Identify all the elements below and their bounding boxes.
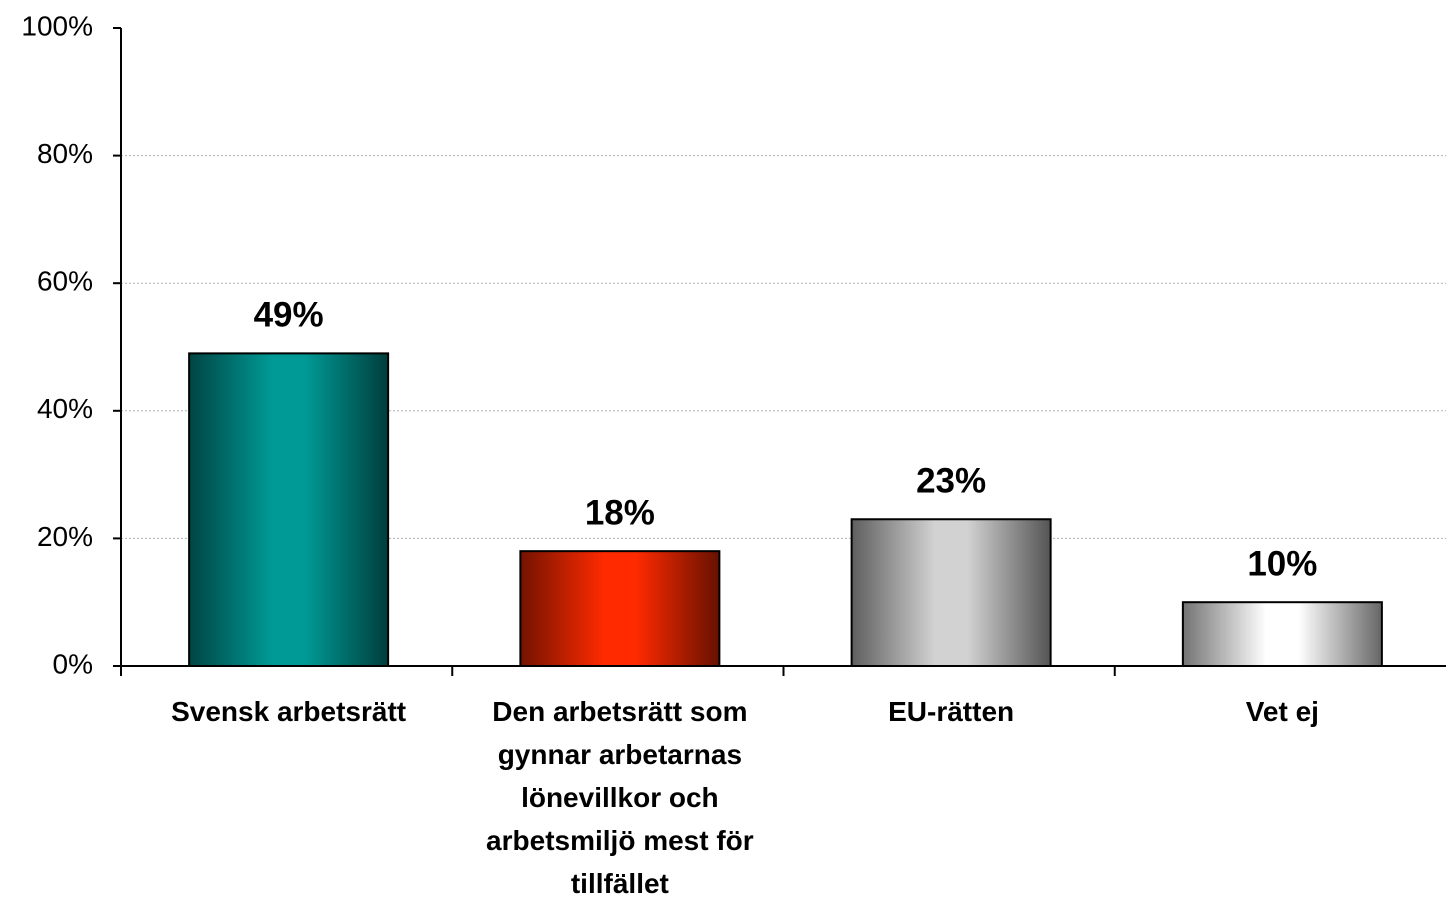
y-tick-label: 0%: [53, 648, 93, 679]
y-tick-label: 100%: [21, 10, 93, 41]
bar-shade: [1181, 601, 1383, 668]
bar-shade: [188, 352, 390, 667]
x-tick-label: Svensk arbetsrätt: [171, 696, 406, 727]
value-label: 23%: [916, 462, 986, 501]
bar-shade: [519, 550, 721, 667]
x-tick-label: Vet ej: [1246, 696, 1319, 727]
x-tick-label: EU-rätten: [888, 696, 1014, 727]
y-tick-label: 20%: [37, 521, 93, 552]
value-label: 10%: [1247, 544, 1317, 583]
bar-shade: [850, 518, 1052, 668]
y-tick-label: 40%: [37, 393, 93, 424]
y-tick-label: 80%: [37, 138, 93, 169]
value-label: 18%: [585, 493, 655, 532]
x-tick-label: Den arbetsrätt som gynnar arbetarnas lönev…: [486, 696, 754, 899]
value-label: 49%: [254, 296, 324, 335]
y-tick-label: 60%: [37, 266, 93, 297]
